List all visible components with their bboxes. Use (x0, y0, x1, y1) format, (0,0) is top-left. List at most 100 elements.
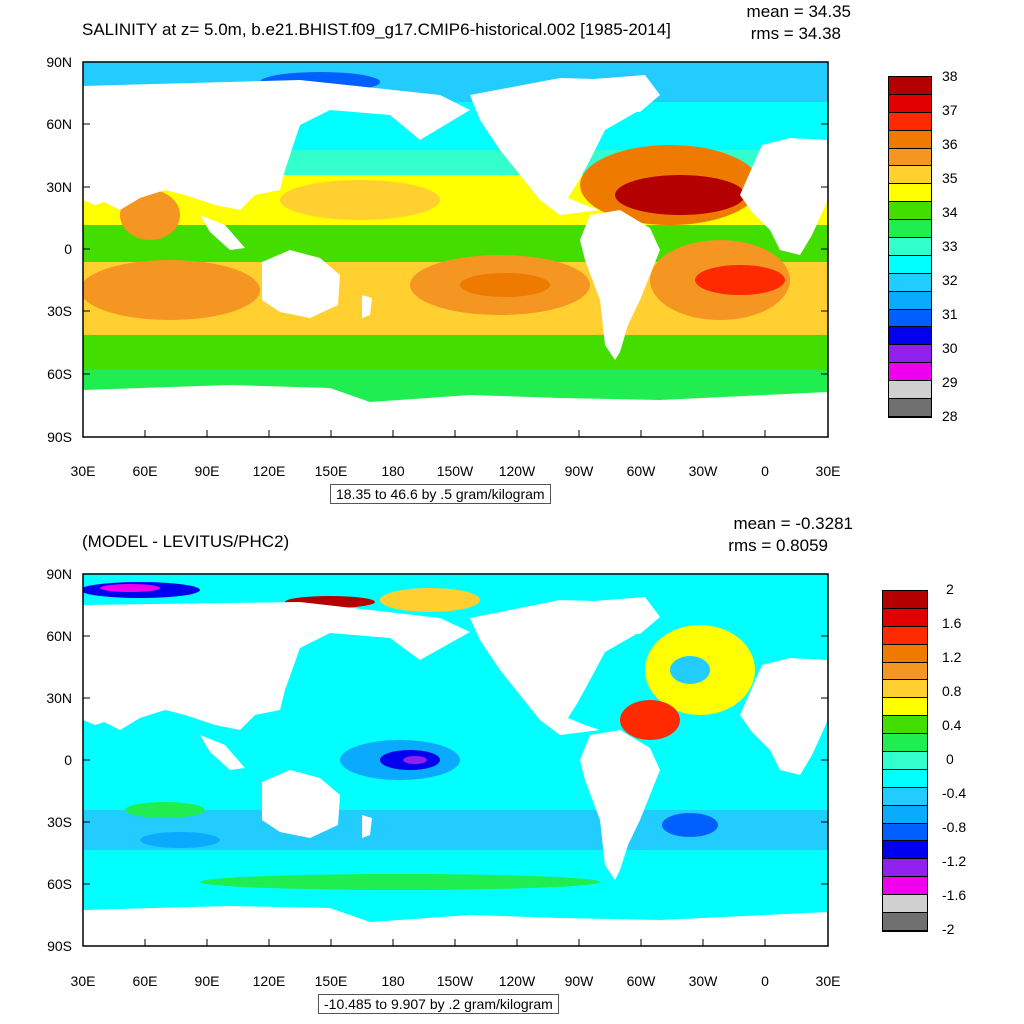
colorbar-swatch (889, 202, 931, 221)
colorbar-swatch (883, 662, 927, 681)
lon-tick-label: 30E (71, 463, 96, 479)
lat-axis-labels: 90N 60N 30N 0 30S 60S 90S (46, 566, 72, 954)
lat-tick-label: 30S (47, 303, 72, 319)
lon-tick-label: 60E (133, 463, 158, 479)
colorbar-swatch (883, 591, 927, 609)
mean-label: mean = 34.35 (746, 2, 851, 21)
rms-label: rms = 0.8059 (728, 536, 828, 555)
lon-axis-labels: 30E 60E 90E 120E 150E 180 150W 120W 90W … (71, 463, 841, 479)
lat-tick-label: 60N (46, 116, 72, 132)
colorbar-label: 30 (942, 340, 958, 356)
colorbar-swatch (889, 238, 931, 256)
colorbar-swatch (883, 877, 927, 896)
colorbar-swatch (889, 255, 931, 274)
colorbar-swatch (889, 363, 931, 382)
lat-tick-label: 90N (46, 566, 72, 582)
colorbar-label: -0.8 (942, 819, 967, 835)
colorbar-swatch (889, 184, 931, 203)
colorbar-label: 0.4 (942, 717, 962, 733)
anomaly-labrador (670, 656, 710, 684)
lat-tick-label: 0 (64, 241, 72, 257)
mean-label: mean = -0.3281 (733, 514, 853, 533)
colorbar (882, 590, 928, 932)
panel-difference: (MODEL - LEVITUS/PHC2) mean = -0.3281 rm… (0, 510, 1024, 1024)
colorbar-label: 0 (946, 751, 954, 767)
lon-tick-label: 180 (381, 973, 405, 989)
lon-tick-label: 120E (253, 973, 286, 989)
lon-tick-label: 150E (315, 973, 348, 989)
lon-tick-label: 90W (565, 973, 595, 989)
land-masses (83, 597, 828, 946)
map-plot: 30E 60E 90E 120E 150E 180 150W 120W 90W … (46, 566, 841, 989)
colorbar-label: 32 (942, 272, 958, 288)
lat-tick-label: 30N (46, 179, 72, 195)
panel-title: SALINITY at z= 5.0m, b.e21.BHIST.f09_g17… (82, 20, 671, 39)
lon-tick-label: 120W (499, 463, 536, 479)
colorbar-label: -0.4 (942, 785, 967, 801)
north-atlantic-max (615, 175, 745, 215)
colorbar-swatch (889, 94, 931, 113)
lat-tick-label: 90S (47, 938, 72, 954)
colorbar-label: 33 (942, 238, 958, 254)
anomaly-pacific-core (403, 756, 427, 764)
colorbar-swatch (883, 859, 927, 878)
lat-tick-label: 90N (46, 54, 72, 70)
colorbar-swatch (889, 327, 931, 346)
anomaly-south-indian (140, 832, 220, 848)
lon-tick-label: 90W (565, 463, 595, 479)
colorbar-label: -2 (942, 921, 955, 937)
colorbar-swatch (883, 895, 927, 914)
colorbar-label: 28 (942, 408, 958, 424)
lon-tick-label: 30E (816, 463, 841, 479)
indian-ocean-band (83, 260, 260, 320)
range-label: -10.485 to 9.907 by .2 gram/kilogram (318, 994, 559, 1014)
arabian-sea (120, 190, 180, 240)
tick-marks (83, 635, 828, 946)
range-label: 18.35 to 46.6 by .5 gram/kilogram (330, 484, 551, 504)
colorbar-swatch (883, 823, 927, 842)
lon-tick-label: 180 (381, 463, 405, 479)
panel-title: (MODEL - LEVITUS/PHC2) (82, 532, 290, 551)
lon-tick-label: 30W (689, 463, 719, 479)
colorbar-swatch (883, 734, 927, 753)
colorbar-swatch (889, 112, 931, 131)
south-pacific-core (460, 273, 550, 297)
lon-tick-label: 120E (253, 463, 286, 479)
anomaly-southern (200, 874, 600, 890)
colorbar-swatch (889, 148, 931, 167)
rms-label: rms = 34.38 (750, 24, 841, 43)
ocean-band-southern (83, 335, 828, 375)
colorbar-swatch (883, 716, 927, 735)
colorbar-label: -1.6 (942, 887, 967, 903)
colorbar-label: -1.2 (942, 853, 967, 869)
anomaly-indian-positive (125, 802, 205, 818)
colorbar-swatch (889, 220, 931, 239)
colorbar-swatch (889, 381, 931, 400)
lat-tick-label: 60N (46, 628, 72, 644)
lon-tick-label: 30W (689, 973, 719, 989)
colorbar-swatch (889, 166, 931, 185)
colorbar-swatch (883, 787, 927, 806)
anomaly-south-atlantic (662, 813, 718, 837)
north-pacific-high (280, 180, 440, 220)
colorbar-label: 29 (942, 374, 958, 390)
colorbar-swatch (883, 913, 927, 931)
lon-axis-labels: 30E 60E 90E 120E 150E 180 150W 120W 90W … (71, 973, 841, 989)
lat-tick-label: 0 (64, 752, 72, 768)
colorbar-label: 38 (942, 68, 958, 84)
lon-tick-label: 90E (195, 973, 220, 989)
colorbar-swatch (883, 626, 927, 645)
lon-tick-label: 150E (315, 463, 348, 479)
colorbar-label: 37 (942, 102, 958, 118)
colorbar-swatch (883, 608, 927, 627)
colorbar-swatch (889, 273, 931, 292)
land-masses (83, 75, 828, 437)
tick-marks (83, 123, 828, 437)
colorbar-swatch (889, 130, 931, 149)
colorbar-label: 36 (942, 136, 958, 152)
colorbar-label: 35 (942, 170, 958, 186)
colorbar-label: 1.6 (942, 615, 962, 631)
south-atlantic-max (695, 265, 785, 295)
colorbar-swatch (889, 309, 931, 328)
colorbar-swatch (883, 841, 927, 860)
